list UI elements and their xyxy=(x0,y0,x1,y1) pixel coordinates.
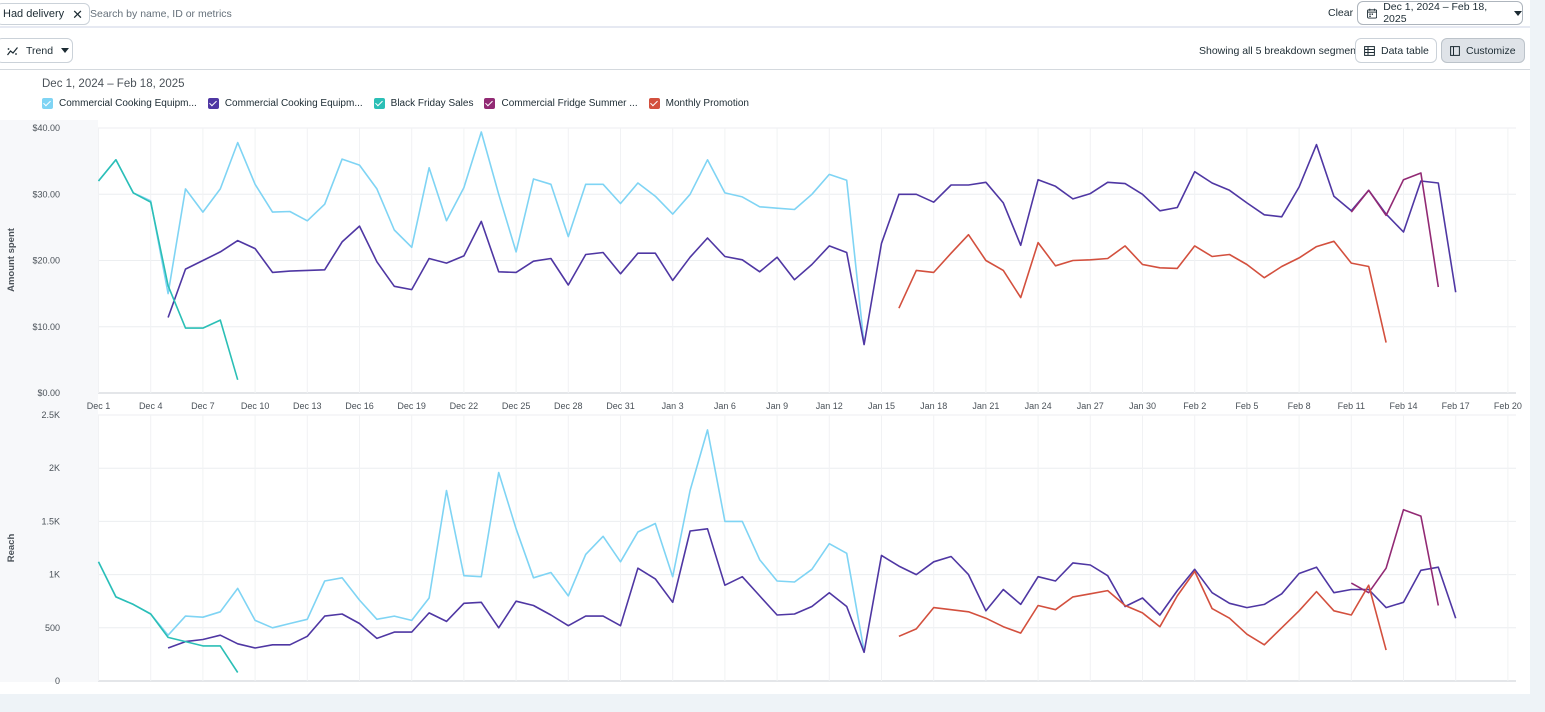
legend: Commercial Cooking Equipm... Commercial … xyxy=(42,96,760,110)
y-tick-label: 1.5K xyxy=(41,516,60,526)
data-table-label: Data table xyxy=(1381,44,1429,57)
legend-item[interactable]: Black Friday Sales xyxy=(373,97,474,109)
x-tick-label: Feb 8 xyxy=(1288,401,1311,411)
series-line-3 xyxy=(1350,172,1440,288)
x-tick-label: Dec 4 xyxy=(139,401,163,411)
trend-dropdown[interactable]: Trend xyxy=(0,38,73,63)
x-tick-label: Dec 22 xyxy=(450,401,479,411)
legend-item-label: Black Friday Sales xyxy=(390,97,474,109)
x-tick-label: Jan 15 xyxy=(868,401,895,411)
series-line-0 xyxy=(97,131,865,345)
series-line-2 xyxy=(97,561,239,673)
x-tick-label: Dec 28 xyxy=(554,401,583,411)
x-tick-label: Dec 7 xyxy=(191,401,215,411)
customize-button[interactable]: Customize xyxy=(1441,38,1525,63)
x-tick-label: Feb 14 xyxy=(1389,401,1417,411)
x-tick-label: Feb 2 xyxy=(1183,401,1206,411)
x-tick-label: Feb 17 xyxy=(1442,401,1470,411)
legend-item-label: Commercial Cooking Equipm... xyxy=(224,97,363,109)
y-axis-label: Amount spent xyxy=(6,227,17,292)
app-window: Had delivery ✕ Clear Dec 1, 2024 – Feb 1… xyxy=(0,0,1530,694)
customize-icon xyxy=(1450,45,1460,56)
checkbox-icon[interactable] xyxy=(42,97,53,109)
chevron-down-icon xyxy=(1514,10,1522,16)
x-tick-label: Feb 11 xyxy=(1338,401,1365,411)
chevron-down-icon xyxy=(61,48,70,53)
x-tick-label: Jan 3 xyxy=(662,401,684,411)
segments-count-text: Showing all 5 breakdown segments xyxy=(1199,45,1365,57)
checkbox-icon[interactable] xyxy=(648,97,660,109)
checkbox-icon[interactable] xyxy=(373,97,385,109)
x-tick-label: Dec 10 xyxy=(241,401,270,411)
x-tick-label: Dec 13 xyxy=(293,401,322,411)
x-tick-label: Jan 12 xyxy=(816,401,843,411)
x-tick-label: Jan 24 xyxy=(1025,401,1052,411)
y-axis-label: Reach xyxy=(6,534,17,563)
x-tick-label: Dec 19 xyxy=(397,401,426,411)
x-tick-label: Jan 21 xyxy=(972,401,999,411)
x-tick-label: Jan 27 xyxy=(1077,401,1104,411)
legend-item-label: Monthly Promotion xyxy=(665,97,749,109)
customize-label: Customize xyxy=(1466,44,1516,57)
x-tick-label: Jan 30 xyxy=(1129,401,1156,411)
checkbox-icon[interactable] xyxy=(207,97,219,109)
x-tick-label: Dec 1 xyxy=(87,401,111,411)
close-icon[interactable]: ✕ xyxy=(72,6,84,22)
x-tick-label: Jan 18 xyxy=(920,401,947,411)
table-icon xyxy=(1364,45,1375,56)
x-tick-label: Dec 16 xyxy=(345,401,374,411)
filter-chip[interactable]: Had delivery ✕ xyxy=(0,3,91,25)
series-line-4 xyxy=(898,570,1387,651)
filter-bar: Had delivery ✕ Clear Dec 1, 2024 – Feb 1… xyxy=(0,0,1530,28)
legend-item-label: Commercial Cooking Equipm... xyxy=(59,97,197,109)
x-tick-label: Dec 25 xyxy=(502,401,531,411)
x-tick-label: Jan 9 xyxy=(766,401,788,411)
chart-1: 0 500 1K 1.5K 2K 2.5K Reach xyxy=(6,410,1516,686)
date-range-label: Dec 1, 2024 – Feb 18, 2025 xyxy=(1383,1,1488,25)
clear-button[interactable]: Clear xyxy=(1328,7,1354,19)
legend-item[interactable]: Commercial Fridge Summer ... xyxy=(484,97,638,109)
y-tick-label: 2K xyxy=(49,463,60,473)
charts-area: $0.00 $10.00 $20.00 $30.00 $40.00 Amount spen… xyxy=(0,120,1522,686)
legend-item-label: Commercial Fridge Summer ... xyxy=(501,97,638,109)
x-tick-label: Feb 20 xyxy=(1494,401,1522,411)
series-line-1 xyxy=(167,527,1457,654)
y-tick-label: $20.00 xyxy=(32,256,60,266)
chart-date-range: Dec 1, 2024 – Feb 18, 2025 xyxy=(42,78,185,90)
y-tick-label: 0 xyxy=(55,676,60,686)
checkbox-icon[interactable] xyxy=(484,97,496,109)
y-tick-label: $30.00 xyxy=(32,189,60,199)
date-range-picker[interactable]: Dec 1, 2024 – Feb 18, 2025 xyxy=(1357,1,1523,25)
search-input[interactable] xyxy=(90,6,690,22)
filter-chip-label: Had delivery xyxy=(3,8,65,20)
y-tick-label: 2.5K xyxy=(41,410,60,420)
trend-icon xyxy=(7,46,18,55)
y-tick-label: $0.00 xyxy=(37,388,60,398)
x-tick-label: Dec 31 xyxy=(606,401,635,411)
trend-label: Trend xyxy=(26,44,54,57)
chart-0: $0.00 $10.00 $20.00 $30.00 $40.00 Amount spen… xyxy=(6,123,1516,398)
calendar-icon xyxy=(1367,8,1378,19)
data-table-button[interactable]: Data table xyxy=(1355,38,1437,63)
series-line-4 xyxy=(898,233,1387,343)
y-tick-label: $40.00 xyxy=(32,123,60,133)
y-tick-label: 500 xyxy=(45,623,60,633)
series-line-0 xyxy=(97,429,865,652)
y-tick-label: 1K xyxy=(49,570,60,580)
plot-gutter xyxy=(0,120,98,682)
series-line-1 xyxy=(167,143,1457,346)
legend-item[interactable]: Commercial Cooking Equipm... xyxy=(42,97,197,109)
x-tick-label: Jan 6 xyxy=(714,401,736,411)
legend-item[interactable]: Commercial Cooking Equipm... xyxy=(207,97,363,109)
y-tick-label: $10.00 xyxy=(32,322,60,332)
legend-item[interactable]: Monthly Promotion xyxy=(648,97,749,109)
series-line-2 xyxy=(97,159,239,381)
chart-toolbar: Trend Showing all 5 breakdown segments D… xyxy=(0,34,1530,70)
x-tick-label: Feb 5 xyxy=(1235,401,1258,411)
